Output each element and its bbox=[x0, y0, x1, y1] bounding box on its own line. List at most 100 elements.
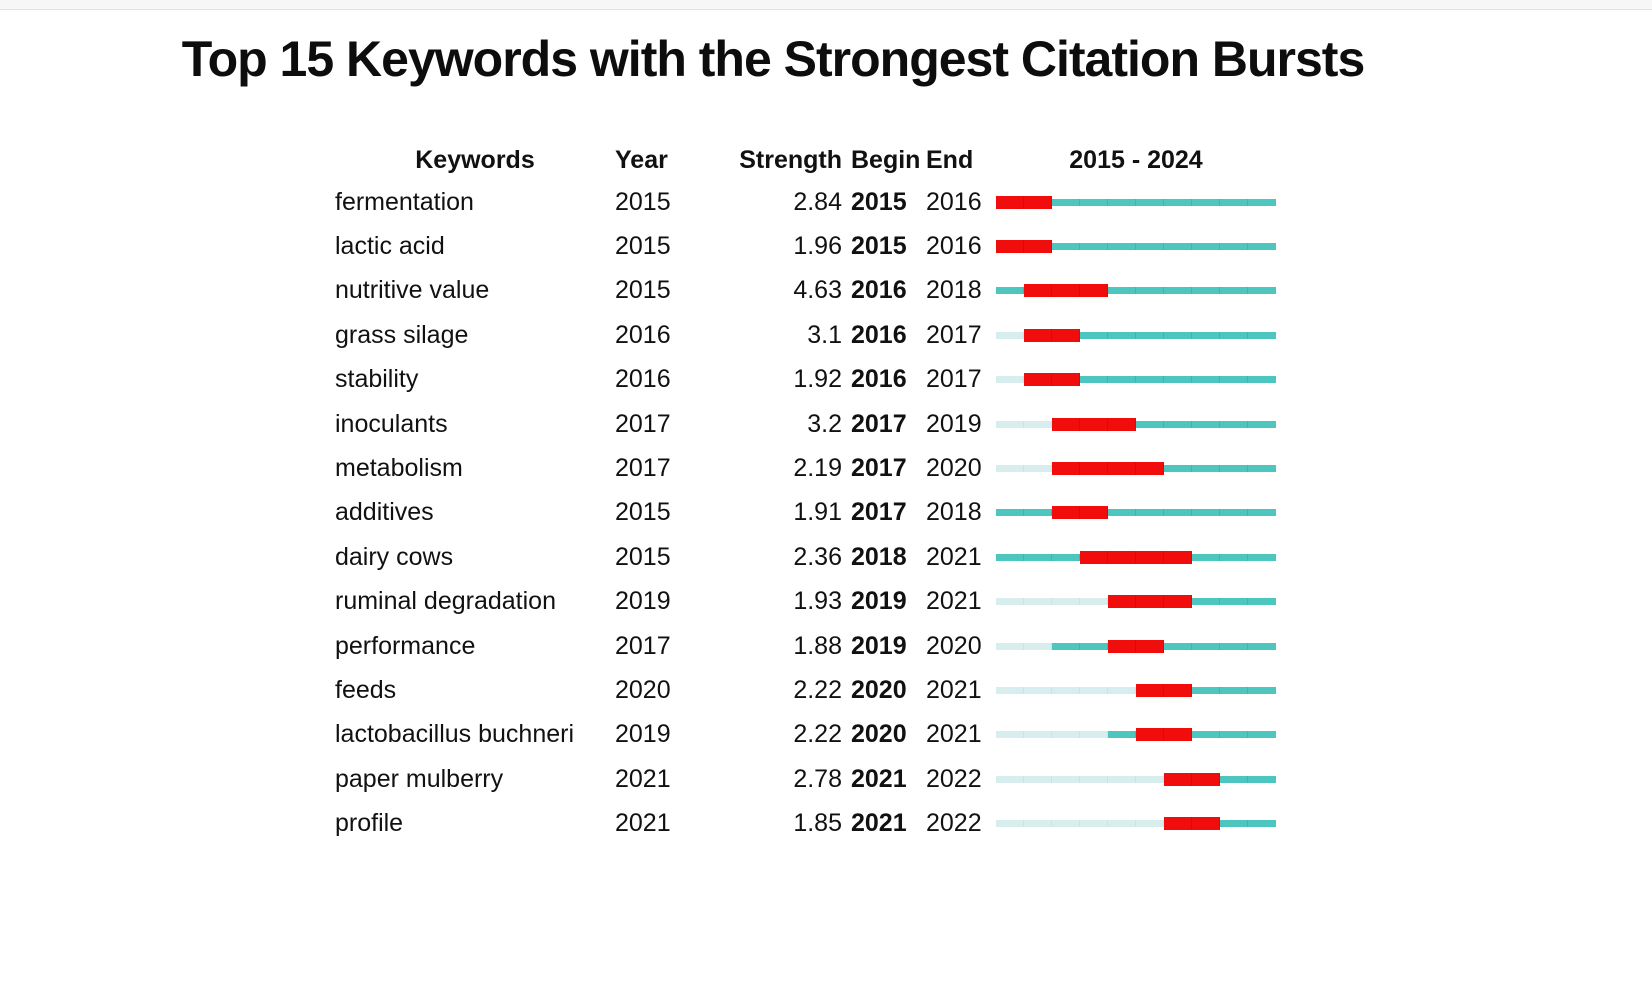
active-year-segment bbox=[1248, 331, 1276, 339]
strength-cell: 2.36 bbox=[793, 542, 842, 571]
pre-appearance-segment bbox=[996, 331, 1024, 339]
active-year-segment bbox=[1192, 598, 1220, 606]
pre-appearance-segment bbox=[1024, 465, 1052, 473]
burst-timeline-bar bbox=[996, 462, 1276, 476]
active-year-segment bbox=[1192, 243, 1220, 251]
burst-segment bbox=[1052, 462, 1080, 476]
burst-segment bbox=[1052, 373, 1080, 387]
active-year-segment bbox=[1136, 509, 1164, 517]
pre-appearance-segment bbox=[1024, 642, 1052, 650]
active-year-segment bbox=[1108, 731, 1136, 739]
begin-cell: 2017 bbox=[851, 454, 907, 483]
table-row: additives 2015 1.91 2017 2018 bbox=[335, 491, 1295, 535]
active-year-segment bbox=[1220, 287, 1248, 295]
active-year-segment bbox=[1220, 553, 1248, 561]
strength-cell: 1.85 bbox=[793, 809, 842, 838]
active-year-segment bbox=[1248, 287, 1276, 295]
strength-cell: 2.78 bbox=[793, 764, 842, 793]
active-year-segment bbox=[1248, 553, 1276, 561]
active-year-segment bbox=[1052, 243, 1080, 251]
header-keywords: Keywords bbox=[415, 145, 535, 174]
active-year-segment bbox=[1108, 509, 1136, 517]
burst-segment bbox=[1136, 462, 1164, 476]
pre-appearance-segment bbox=[1108, 820, 1136, 828]
active-year-segment bbox=[1192, 642, 1220, 650]
year-cell: 2017 bbox=[615, 631, 671, 660]
table-row: ruminal degradation 2019 1.93 2019 2021 bbox=[335, 580, 1295, 624]
active-year-segment bbox=[1164, 509, 1192, 517]
active-year-segment bbox=[1248, 376, 1276, 384]
active-year-segment bbox=[1248, 820, 1276, 828]
active-year-segment bbox=[1220, 243, 1248, 251]
active-year-segment bbox=[1164, 243, 1192, 251]
burst-timeline-bar bbox=[996, 417, 1276, 431]
keyword-cell: feeds bbox=[335, 675, 397, 704]
active-year-segment bbox=[1052, 553, 1080, 561]
active-year-segment bbox=[1192, 420, 1220, 428]
strength-cell: 4.63 bbox=[793, 276, 842, 305]
keyword-cell: fermentation bbox=[335, 187, 474, 216]
active-year-segment bbox=[1136, 198, 1164, 206]
active-year-segment bbox=[1164, 331, 1192, 339]
table-body: fermentation 2015 2.84 2015 2016 lactic acid 2… bbox=[335, 180, 1295, 846]
burst-segment bbox=[996, 240, 1024, 254]
active-year-segment bbox=[996, 553, 1024, 561]
active-year-segment bbox=[1248, 420, 1276, 428]
active-year-segment bbox=[1248, 465, 1276, 473]
strength-cell: 2.22 bbox=[793, 675, 842, 704]
burst-segment bbox=[1024, 284, 1052, 298]
header-strength: Strength bbox=[739, 145, 842, 174]
burst-segment bbox=[1080, 462, 1108, 476]
pre-appearance-segment bbox=[1136, 775, 1164, 783]
burst-timeline-bar bbox=[996, 683, 1276, 697]
active-year-segment bbox=[1220, 465, 1248, 473]
burst-segment bbox=[1192, 817, 1220, 831]
table-row: lactic acid 2015 1.96 2015 2016 bbox=[335, 224, 1295, 268]
active-year-segment bbox=[1136, 243, 1164, 251]
active-year-segment bbox=[1192, 376, 1220, 384]
strength-cell: 1.96 bbox=[793, 232, 842, 261]
active-year-segment bbox=[1164, 198, 1192, 206]
active-year-segment bbox=[1080, 331, 1108, 339]
burst-table: Keywords Year Strength Begin End 2015 - … bbox=[335, 140, 1295, 846]
table-row: performance 2017 1.88 2019 2020 bbox=[335, 624, 1295, 668]
burst-segment bbox=[1024, 328, 1052, 342]
burst-segment bbox=[1136, 595, 1164, 609]
active-year-segment bbox=[1220, 598, 1248, 606]
end-cell: 2018 bbox=[926, 276, 982, 305]
burst-timeline-bar bbox=[996, 728, 1276, 742]
active-year-segment bbox=[1024, 553, 1052, 561]
burst-timeline-bar bbox=[996, 240, 1276, 254]
active-year-segment bbox=[1220, 198, 1248, 206]
chart-title: Top 15 Keywords with the Strongest Citat… bbox=[181, 31, 1366, 87]
burst-segment bbox=[1052, 328, 1080, 342]
begin-cell: 2016 bbox=[851, 365, 907, 394]
keyword-cell: grass silage bbox=[335, 320, 469, 349]
strength-cell: 3.2 bbox=[807, 409, 842, 438]
active-year-segment bbox=[996, 287, 1024, 295]
pre-appearance-segment bbox=[996, 686, 1024, 694]
keyword-cell: profile bbox=[335, 809, 404, 838]
active-year-segment bbox=[1080, 642, 1108, 650]
burst-segment bbox=[1080, 550, 1108, 564]
keyword-cell: paper mulberry bbox=[335, 764, 504, 793]
begin-cell: 2015 bbox=[851, 187, 907, 216]
end-cell: 2020 bbox=[926, 454, 982, 483]
active-year-segment bbox=[1052, 198, 1080, 206]
burst-segment bbox=[1164, 595, 1192, 609]
table-row: profile 2021 1.85 2021 2022 bbox=[335, 801, 1295, 845]
active-year-segment bbox=[1108, 376, 1136, 384]
active-year-segment bbox=[1108, 287, 1136, 295]
begin-cell: 2021 bbox=[851, 764, 907, 793]
year-cell: 2016 bbox=[615, 365, 671, 394]
pre-appearance-segment bbox=[996, 642, 1024, 650]
begin-cell: 2016 bbox=[851, 320, 907, 349]
burst-segment bbox=[996, 195, 1024, 209]
begin-cell: 2020 bbox=[851, 720, 907, 749]
table-header-row: Keywords Year Strength Begin End 2015 - … bbox=[335, 140, 1295, 180]
burst-timeline-bar bbox=[996, 595, 1276, 609]
table-row: feeds 2020 2.22 2020 2021 bbox=[335, 668, 1295, 712]
active-year-segment bbox=[1220, 731, 1248, 739]
pre-appearance-segment bbox=[996, 420, 1024, 428]
active-year-segment bbox=[1220, 509, 1248, 517]
